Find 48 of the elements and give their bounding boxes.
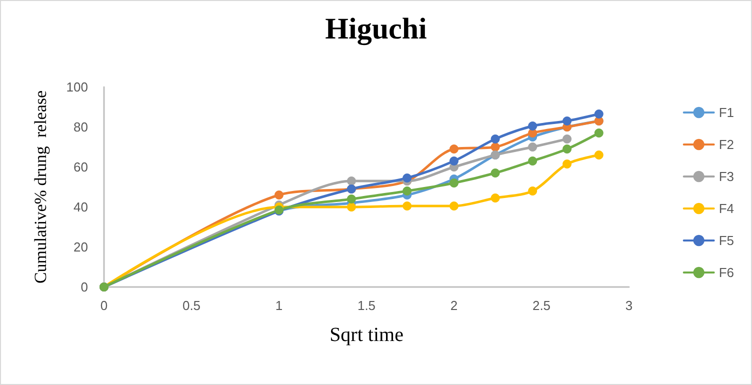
point xyxy=(490,168,500,178)
point xyxy=(562,134,572,144)
legend-label: F3 xyxy=(718,169,734,184)
point xyxy=(490,142,500,152)
x-tick-label: 3 xyxy=(625,298,633,313)
y-tick-label: 0 xyxy=(80,280,88,294)
point xyxy=(490,194,500,202)
point xyxy=(490,134,500,144)
x-tick-label: 0.5 xyxy=(182,298,201,313)
point xyxy=(562,144,572,154)
point xyxy=(562,116,572,126)
point xyxy=(450,178,458,188)
x-tick-label: 0 xyxy=(100,298,108,313)
point xyxy=(528,156,538,166)
legend-label: F6 xyxy=(718,265,734,280)
point xyxy=(346,194,356,204)
chart-title: Higuchi xyxy=(325,12,427,46)
point xyxy=(594,150,604,160)
point xyxy=(528,122,538,130)
point xyxy=(274,190,284,200)
legend-label: F4 xyxy=(718,201,734,216)
point xyxy=(346,176,356,186)
y-tick-label: 60 xyxy=(74,160,88,174)
point xyxy=(402,186,412,196)
y-tick-label: 20 xyxy=(74,240,88,254)
point xyxy=(402,174,412,182)
point xyxy=(562,160,572,168)
y-tick-label: 100 xyxy=(66,80,88,94)
legend-label: F2 xyxy=(718,137,734,152)
x-axis-title: Sqrt time xyxy=(330,324,404,346)
legend-label: F5 xyxy=(718,233,734,248)
x-tick-label: 1.5 xyxy=(357,298,376,313)
point xyxy=(594,110,604,118)
x-tick-label: 1 xyxy=(275,298,283,313)
point xyxy=(450,156,458,166)
point xyxy=(594,128,604,138)
point xyxy=(528,142,538,152)
legend-label: F1 xyxy=(718,105,734,120)
point xyxy=(346,202,356,212)
point xyxy=(528,186,538,196)
point xyxy=(450,144,458,154)
y-tick-label: 40 xyxy=(74,200,88,214)
point xyxy=(402,202,412,210)
point xyxy=(450,202,458,210)
x-tick-label: 2.5 xyxy=(532,298,551,313)
y-tick-label: 80 xyxy=(74,120,88,134)
y-axis-title: Cumulative% drung release xyxy=(31,90,50,284)
x-tick-label: 2 xyxy=(450,298,458,313)
